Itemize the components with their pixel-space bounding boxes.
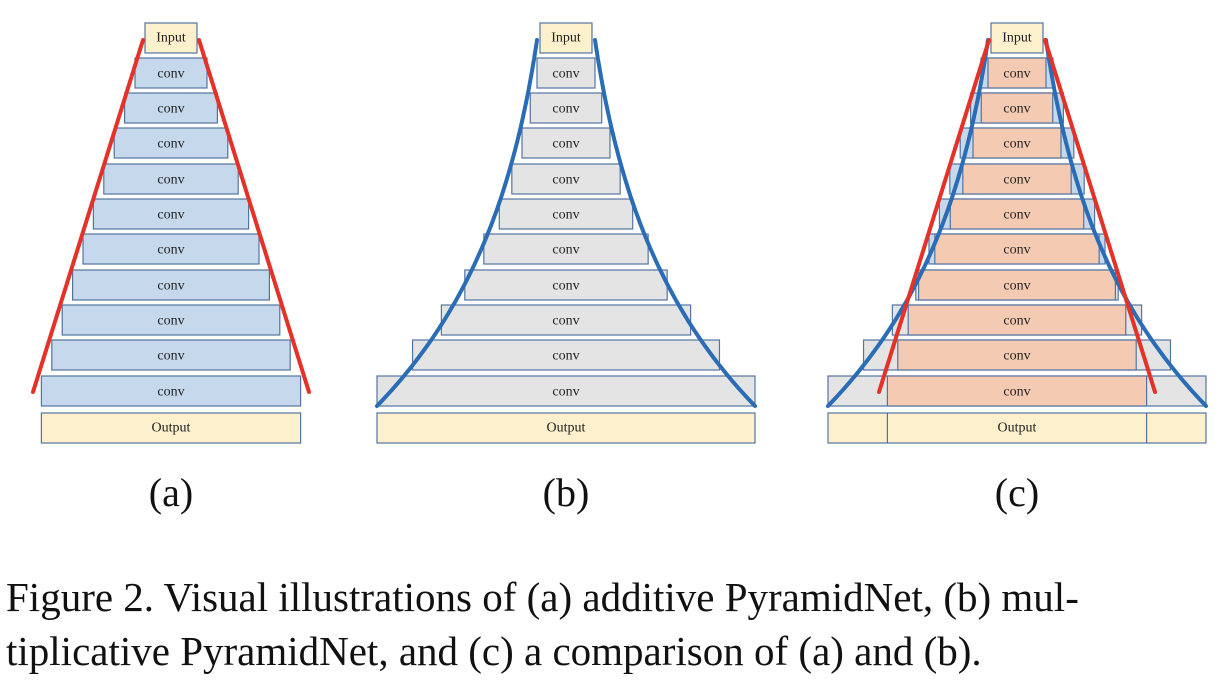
panel-a-conv-label: conv bbox=[157, 385, 184, 400]
panel-c-multiplicative-guide-curve bbox=[1044, 38, 1208, 408]
panel-b-input-label: Input bbox=[551, 31, 581, 46]
panel-b-multiplicative-guide-curve bbox=[375, 38, 539, 408]
panel-a-conv-block bbox=[40, 375, 302, 407]
figure-caption: Figure 2. Visual illustrations of (a) ad… bbox=[6, 570, 1218, 678]
panel-a-conv-block bbox=[82, 233, 260, 265]
panel-c-conv-label: conv bbox=[1003, 137, 1030, 152]
panel-c-conv-label: conv bbox=[1003, 349, 1030, 364]
panel-c-conv-label: conv bbox=[1003, 279, 1030, 294]
panel-c-input-block bbox=[990, 22, 1044, 54]
panel-a-conv-label: conv bbox=[157, 173, 184, 188]
panel-a-conv-label: conv bbox=[157, 349, 184, 364]
panel-c-conv-overlap bbox=[962, 163, 1072, 195]
panel-c-conv-label: conv bbox=[1003, 385, 1030, 400]
panel-b-conv-block bbox=[521, 127, 611, 159]
caption-line-2: tiplicative PyramidNet, and (c) a compar… bbox=[6, 628, 982, 674]
panel-c-multiplicative-guide-curve bbox=[826, 38, 990, 408]
panel-c-comparison: Input conv conv conv conv conv conv conv conv con… bbox=[826, 22, 1208, 444]
panel-a-additive-guide-line bbox=[197, 38, 311, 394]
panel-b-conv-label: conv bbox=[552, 173, 579, 188]
panel-b-conv-block bbox=[411, 339, 721, 371]
panel-c-conv-label: conv bbox=[1003, 173, 1030, 188]
pyramidnet-figure: Input conv conv conv conv conv conv conv conv con… bbox=[31, 22, 1208, 515]
panel-b-multiplicative: Input conv conv conv conv conv conv conv conv con… bbox=[375, 22, 757, 444]
panel-a-conv-label: conv bbox=[157, 243, 184, 258]
panel-a-conv-block bbox=[51, 339, 291, 371]
panel-b-conv-block bbox=[483, 233, 649, 265]
panel-a-additive-guide-line bbox=[31, 38, 145, 394]
panel-a-conv-label: conv bbox=[157, 314, 184, 329]
caption-line-1: Figure 2. Visual illustrations of (a) ad… bbox=[6, 574, 1079, 620]
panel-a-conv-label: conv bbox=[157, 208, 184, 223]
panel-b-conv-label: conv bbox=[552, 243, 579, 258]
panel-a-conv-block bbox=[103, 163, 239, 195]
panel-a-conv-block bbox=[113, 127, 229, 159]
panel-a-additive: Input conv conv conv conv conv conv conv conv con… bbox=[31, 22, 311, 444]
panel-b-conv-block bbox=[511, 163, 621, 195]
panel-c-conv-overlap bbox=[972, 127, 1062, 159]
panel-a-conv-label: conv bbox=[157, 279, 184, 294]
panel-a-input-label: Input bbox=[156, 31, 186, 46]
panel-b-conv-label: conv bbox=[552, 314, 579, 329]
panel-c-conv-overlap bbox=[897, 339, 1137, 371]
panel-b-conv-block bbox=[529, 92, 603, 124]
panel-c-additive-guide-line bbox=[877, 38, 991, 394]
panel-c-conv-overlap bbox=[980, 92, 1054, 124]
panel-a-conv-block bbox=[61, 304, 281, 336]
panel-c-conv-overlap bbox=[907, 304, 1127, 336]
panel-b-sublabel: (b) bbox=[543, 470, 590, 515]
panel-a-input-block bbox=[144, 22, 198, 54]
panel-b-multiplicative-guide-curve bbox=[593, 38, 757, 408]
panel-a-sublabel: (a) bbox=[149, 470, 193, 515]
panel-a-conv-label: conv bbox=[157, 67, 184, 82]
panel-c-conv-label: conv bbox=[1003, 243, 1030, 258]
panel-a-conv-block bbox=[134, 57, 208, 89]
panel-b-output-block bbox=[376, 412, 756, 444]
panel-c-sublabel: (c) bbox=[995, 470, 1039, 515]
panel-b-conv-label: conv bbox=[552, 279, 579, 294]
panel-b-conv-label: conv bbox=[552, 137, 579, 152]
panel-b-conv-block bbox=[536, 57, 596, 89]
panel-a-output-block bbox=[40, 412, 302, 444]
panel-c-conv-label: conv bbox=[1003, 208, 1030, 223]
panel-c-conv-label: conv bbox=[1003, 314, 1030, 329]
panel-b-conv-label: conv bbox=[552, 208, 579, 223]
panel-b-output-label: Output bbox=[547, 421, 586, 436]
panel-c-output-label: Output bbox=[998, 421, 1037, 436]
panel-c-input-label: Input bbox=[1002, 31, 1032, 46]
panel-a-conv-block bbox=[71, 269, 271, 301]
panel-c-conv-overlap bbox=[949, 198, 1085, 230]
panel-c-output-block bbox=[827, 412, 1207, 444]
panel-b-conv-block bbox=[376, 375, 756, 407]
panel-b-conv-label: conv bbox=[552, 385, 579, 400]
panel-b-conv-block bbox=[440, 304, 692, 336]
panel-b-conv-label: conv bbox=[552, 102, 579, 117]
panel-c-conv-overlap bbox=[917, 269, 1116, 301]
panel-b-conv-block bbox=[498, 198, 634, 230]
panel-a-output-label: Output bbox=[152, 421, 191, 436]
panel-a-conv-label: conv bbox=[157, 137, 184, 152]
panel-a-conv-block bbox=[92, 198, 250, 230]
panel-c-conv-overlap bbox=[886, 375, 1148, 407]
panel-c-conv-overlap bbox=[934, 233, 1100, 265]
panel-a-conv-block bbox=[123, 92, 219, 124]
panel-a-conv-label: conv bbox=[157, 102, 184, 117]
panel-c-conv-label: conv bbox=[1003, 102, 1030, 117]
panel-b-conv-label: conv bbox=[552, 349, 579, 364]
panel-c-conv-label: conv bbox=[1003, 67, 1030, 82]
panel-b-conv-label: conv bbox=[552, 67, 579, 82]
panel-c-additive-guide-line bbox=[1043, 38, 1157, 394]
panel-c-conv-overlap bbox=[987, 57, 1047, 89]
panel-b-input-block bbox=[539, 22, 593, 54]
